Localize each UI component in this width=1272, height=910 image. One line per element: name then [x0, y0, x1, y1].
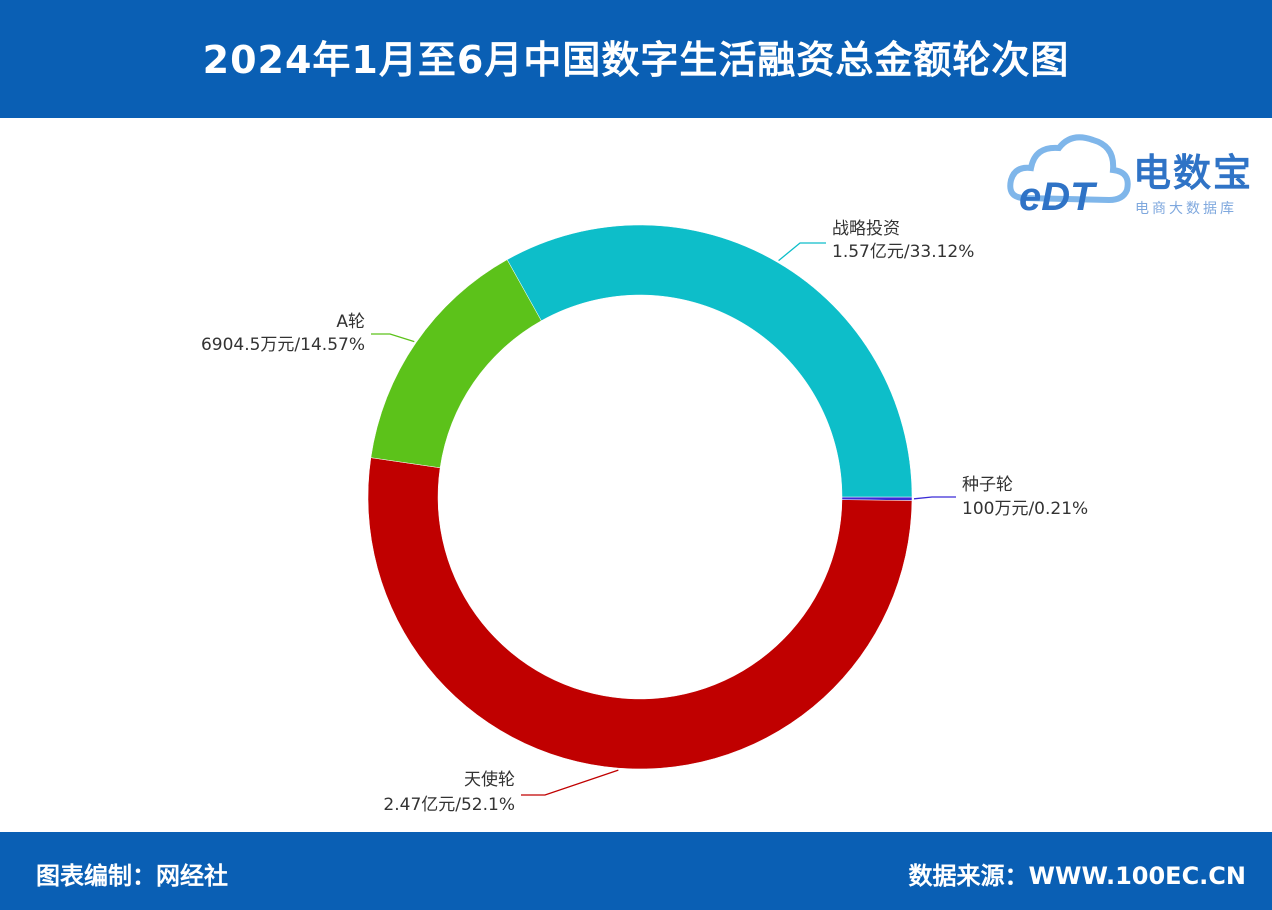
- logo-subtitle: 电商大数据库: [1135, 201, 1237, 217]
- slice-value-label-4: 1.57亿元/33.12%: [832, 242, 974, 262]
- donut-slice-4: [506, 224, 913, 498]
- leader-line-3: [371, 333, 415, 343]
- data-source: 数据来源：WWW.100EC.CN: [908, 862, 1247, 890]
- chart-header: 2024年1月至6月中国数字生活融资总金额轮次图: [0, 0, 1272, 118]
- chart-footer: 图表编制：网经社 数据来源：WWW.100EC.CN: [0, 832, 1272, 910]
- logo-brand: 电数宝: [1133, 151, 1254, 195]
- slice-name-label-1: 种子轮: [962, 475, 1013, 495]
- leader-line-1: [913, 496, 956, 500]
- slice-value-label-2: 2.47亿元/52.1%: [383, 795, 515, 815]
- donut-slice-2: [367, 457, 913, 770]
- slice-name-label-3: A轮: [336, 312, 365, 332]
- slice-name-label-2: 天使轮: [464, 769, 515, 790]
- donut-slice-3: [370, 259, 542, 469]
- leader-line-4: [778, 242, 826, 262]
- slice-value-label-1: 100万元/0.21%: [962, 499, 1088, 519]
- compiled-by: 图表编制：网经社: [36, 862, 228, 890]
- slice-value-label-3: 6904.5万元/14.57%: [201, 335, 365, 355]
- cloud-logo-icon: eDT: [1007, 134, 1131, 219]
- slice-name-label-4: 战略投资: [832, 219, 900, 239]
- edt-logo: eDT 电数宝 电商大数据库: [1005, 128, 1267, 224]
- chart-title: 2024年1月至6月中国数字生活融资总金额轮次图: [202, 37, 1070, 82]
- leader-line-2: [521, 769, 619, 796]
- logo-mark: eDT: [1019, 175, 1098, 219]
